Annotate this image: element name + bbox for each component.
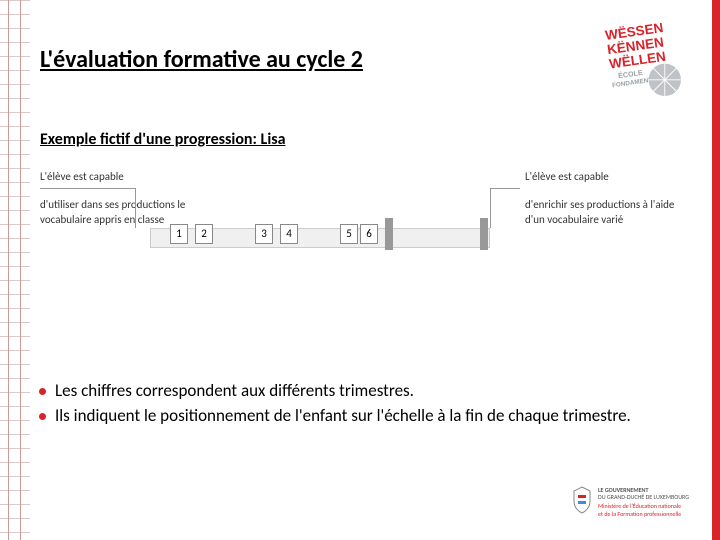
scale-bar xyxy=(385,218,393,250)
connector-line xyxy=(135,188,136,228)
callout-right-body: d'enrichir ses productions à l'aide d'un… xyxy=(525,198,685,227)
government-logo: LE GOUVERNEMENT DU GRAND-DUCHÉ DE LUXEMB… xyxy=(570,485,690,525)
gov-l4: et de la Formation professionnelle xyxy=(598,511,689,518)
scale-marker: 4 xyxy=(280,224,298,244)
gov-l2: DU GRAND-DUCHÉ DE LUXEMBOURG xyxy=(598,494,689,501)
scale-marker: 6 xyxy=(360,224,378,244)
scale-marker: 3 xyxy=(255,224,273,244)
connector-line xyxy=(490,188,520,189)
connector-line xyxy=(490,188,491,228)
ruled-margin xyxy=(0,0,30,540)
connector-line xyxy=(40,188,135,189)
right-stripe xyxy=(712,0,720,540)
logo-badge: WËSSEN KËNNEN WËLLEN ÉCOLE FONDAMENTALE xyxy=(600,15,690,105)
bullet-item: Ils indiquent le positionnement de l'enf… xyxy=(55,405,675,428)
page-title: L'évaluation formative au cycle 2 xyxy=(40,45,363,74)
scale-marker: 2 xyxy=(195,224,213,244)
callout-left-header: L'élève est capable xyxy=(40,170,200,184)
callout-left-body: d'utiliser dans ses productions le vocab… xyxy=(40,198,200,227)
callout-right-header: L'élève est capable xyxy=(525,170,685,184)
example-subtitle: Exemple fictif d'une progression: Lisa xyxy=(40,130,286,149)
bullet-list: Les chiffres correspondent aux différent… xyxy=(55,380,675,430)
callout-right: L'élève est capable d'enrichir ses produ… xyxy=(525,170,685,227)
scale-marker: 5 xyxy=(340,224,358,244)
crest-icon xyxy=(570,485,594,515)
callout-left: L'élève est capable d'utiliser dans ses … xyxy=(40,170,200,227)
progression-diagram: L'élève est capable d'utiliser dans ses … xyxy=(40,170,680,290)
scale-marker: 1 xyxy=(170,224,188,244)
scale-bar xyxy=(480,218,488,250)
bullet-item: Les chiffres correspondent aux différent… xyxy=(55,380,675,403)
